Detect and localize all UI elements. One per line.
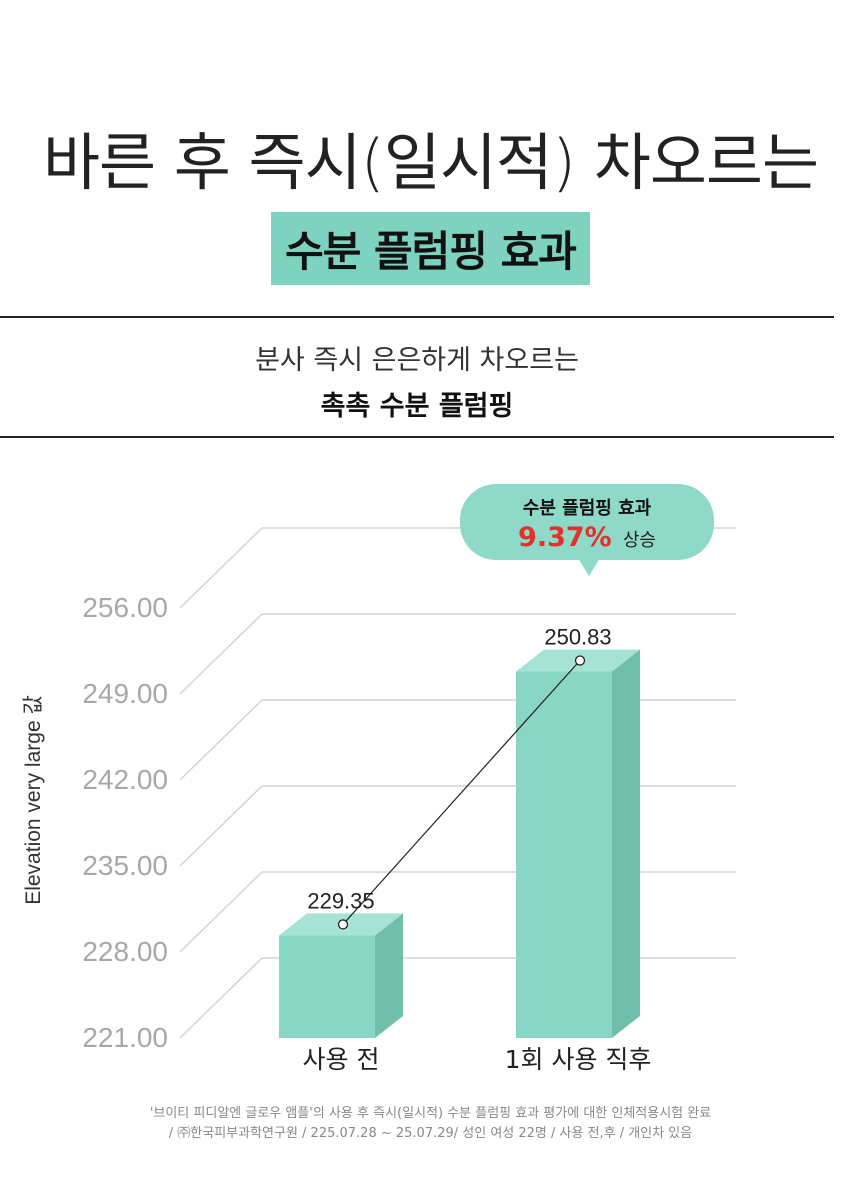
x-tick-label: 1회 사용 직후 <box>505 1045 652 1074</box>
bar-chart: 256.00 249.00 242.00 235.00 228.00 221.00 Ele… <box>22 484 736 1074</box>
grid-diagonal <box>179 527 263 609</box>
bar-front <box>516 671 612 1038</box>
footnote: '브이티 피디알엔 글로우 앰플'의 사용 후 즉시(일시적) 수분 플럼핑 효… <box>0 1104 861 1144</box>
bar-side <box>612 649 640 1038</box>
subtitle-line-2: 촉촉 수분 플럼핑 <box>320 391 514 422</box>
y-tick-label: 242.00 <box>82 764 168 795</box>
grid-diagonal <box>179 785 263 867</box>
x-tick-label: 사용 전 <box>303 1045 380 1074</box>
divider-bottom <box>0 436 834 438</box>
callout-suffix: 상승 <box>623 530 656 551</box>
y-tick-label: 249.00 <box>82 678 168 709</box>
subtitle-line-1: 분사 즉시 은은하게 차오르는 <box>255 345 579 376</box>
callout-background <box>460 484 714 560</box>
y-tick-labels: 256.00 249.00 242.00 235.00 228.00 221.00 <box>82 592 168 1053</box>
grid-diagonal <box>179 871 263 953</box>
trend-line <box>342 660 581 925</box>
y-tick-label: 221.00 <box>82 1022 168 1053</box>
grid-diagonal <box>179 613 263 695</box>
y-axis-label: Elevation very large 값 <box>22 695 45 905</box>
trend-marker <box>574 655 586 666</box>
callout-bubble: 수분 플럼핑 효과 9.37% 상승 <box>460 484 714 576</box>
highlight-title: 수분 플럼핑 효과 <box>271 212 590 285</box>
grid-diagonal <box>179 699 263 781</box>
grid-diagonal <box>179 957 263 1039</box>
highlight-container: 수분 플럼핑 효과 <box>0 212 861 285</box>
bar-side <box>375 913 403 1038</box>
trend-marker <box>337 919 349 930</box>
divider-top <box>0 316 834 318</box>
callout-title: 수분 플럼핑 효과 <box>523 498 652 519</box>
y-tick-label: 228.00 <box>82 936 168 967</box>
bar: 250.83 1회 사용 직후 <box>505 625 652 1074</box>
footnote-line-1: '브이티 피디알엔 글로우 앰플'의 사용 후 즉시(일시적) 수분 플럼핑 효… <box>149 1106 712 1121</box>
footnote-line-2: / ㈜한국피부과학연구원 / 225.07.28 ~ 25.07.29/ 성인 … <box>168 1126 693 1141</box>
callout-percent: 9.37% <box>518 522 612 553</box>
y-tick-label: 256.00 <box>82 592 168 623</box>
callout-tail <box>578 558 600 576</box>
bar-value-label: 250.83 <box>544 625 611 650</box>
headline: 바른 후 즉시(일시적) 차오르는 <box>43 126 819 199</box>
grid-layer <box>179 527 736 1039</box>
y-tick-label: 235.00 <box>82 850 168 881</box>
bar-front <box>279 935 375 1038</box>
callout-value-line: 9.37% 상승 <box>518 522 656 553</box>
